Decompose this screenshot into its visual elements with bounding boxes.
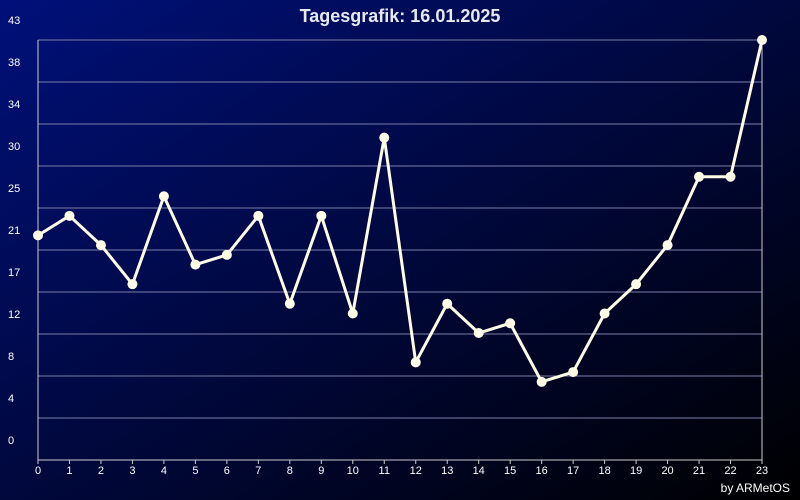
- x-tick-label: 17: [567, 465, 579, 477]
- x-tick-label: 5: [192, 465, 198, 477]
- x-tick-label: 12: [410, 465, 422, 477]
- x-tick-label: 20: [661, 465, 673, 477]
- data-point: [599, 308, 610, 319]
- data-point: [725, 171, 736, 182]
- x-tick-label: 6: [224, 465, 230, 477]
- data-point: [410, 357, 421, 368]
- y-tick-label: 17: [8, 267, 20, 279]
- data-point: [694, 171, 705, 182]
- data-point: [127, 279, 138, 290]
- x-tick-label: 9: [318, 465, 324, 477]
- data-point: [662, 240, 673, 251]
- data-line: [37, 39, 764, 384]
- x-tick-label: 15: [504, 465, 516, 477]
- x-tick-label: 1: [66, 465, 72, 477]
- data-point: [379, 132, 390, 143]
- y-tick-label: 34: [8, 99, 20, 111]
- data-point: [221, 249, 232, 260]
- data-point: [253, 210, 264, 221]
- data-point: [757, 35, 767, 45]
- y-tick-label: 4: [8, 393, 14, 405]
- data-point: [33, 230, 43, 241]
- data-point: [473, 328, 484, 339]
- x-tick-label: 13: [441, 465, 453, 477]
- data-point: [284, 298, 295, 309]
- y-tick-label: 43: [8, 15, 20, 27]
- data-point: [536, 376, 547, 387]
- data-point: [190, 259, 201, 270]
- data-point: [316, 210, 327, 221]
- x-tick-label: 2: [98, 465, 104, 477]
- y-tick-label: 0: [8, 435, 14, 447]
- y-tick-label: 30: [8, 141, 20, 153]
- x-tick-label: 10: [347, 465, 359, 477]
- x-tick-label: 7: [255, 465, 261, 477]
- chart-title: Tagesgrafik: 16.01.2025: [300, 6, 501, 26]
- x-tick-label: 4: [161, 465, 167, 477]
- y-tick-label: 25: [8, 183, 20, 195]
- data-point: [442, 298, 453, 309]
- data-point: [64, 210, 75, 221]
- data-point: [95, 240, 106, 251]
- footer: by ARMetOS: [721, 481, 790, 495]
- data-point: [158, 191, 169, 202]
- x-tick-label: 14: [473, 465, 485, 477]
- data-point: [568, 367, 579, 378]
- y-tick-label: 21: [8, 225, 20, 237]
- x-tick-label: 21: [693, 465, 705, 477]
- y-tick-label: 38: [8, 57, 20, 69]
- x-tick-label: 11: [379, 465, 390, 477]
- x-tick-label: 8: [287, 465, 293, 477]
- y-tick-label: 12: [8, 309, 20, 321]
- data-point: [505, 318, 516, 329]
- x-tick-label: 23: [756, 465, 768, 477]
- x-tick-label: 19: [630, 465, 642, 477]
- x-tick-label: 18: [598, 465, 610, 477]
- data-point: [347, 308, 358, 319]
- x-tick-label: 16: [536, 465, 548, 477]
- x-tick-label: 3: [129, 465, 135, 477]
- x-tick-label: 0: [35, 465, 41, 477]
- data-point: [631, 279, 642, 290]
- y-tick-label: 8: [8, 351, 14, 363]
- x-tick-label: 22: [724, 465, 736, 477]
